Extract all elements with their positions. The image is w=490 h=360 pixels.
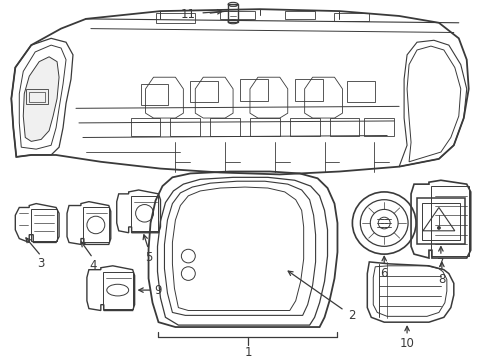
Bar (290, 118, 319, 135)
Text: 4: 4 (89, 259, 97, 272)
Circle shape (438, 226, 441, 229)
Text: 3: 3 (37, 257, 45, 270)
Text: 6: 6 (380, 267, 388, 280)
Bar (417, 198, 465, 244)
Bar (365, 118, 394, 135)
Text: 1: 1 (244, 346, 252, 359)
Bar (26, 89, 48, 104)
Polygon shape (23, 57, 59, 141)
Bar (285, 11, 315, 19)
Bar (347, 81, 375, 103)
Bar (250, 118, 280, 135)
Bar (228, 4, 238, 22)
Bar (210, 118, 240, 135)
Text: 5: 5 (145, 251, 152, 264)
Bar (294, 79, 322, 100)
Text: 10: 10 (400, 337, 415, 350)
Text: 8: 8 (438, 273, 445, 286)
Bar (29, 92, 45, 102)
Bar (190, 81, 218, 103)
Bar (240, 79, 268, 100)
Bar (335, 13, 369, 21)
Text: 2: 2 (347, 309, 355, 322)
Bar (220, 11, 255, 19)
Text: 11: 11 (181, 8, 196, 21)
Text: 9: 9 (155, 284, 162, 297)
Bar (171, 118, 200, 135)
Bar (131, 118, 161, 135)
Bar (155, 13, 196, 23)
Bar (422, 203, 460, 239)
Bar (141, 84, 169, 105)
Text: 7: 7 (437, 257, 444, 270)
Bar (329, 118, 359, 135)
